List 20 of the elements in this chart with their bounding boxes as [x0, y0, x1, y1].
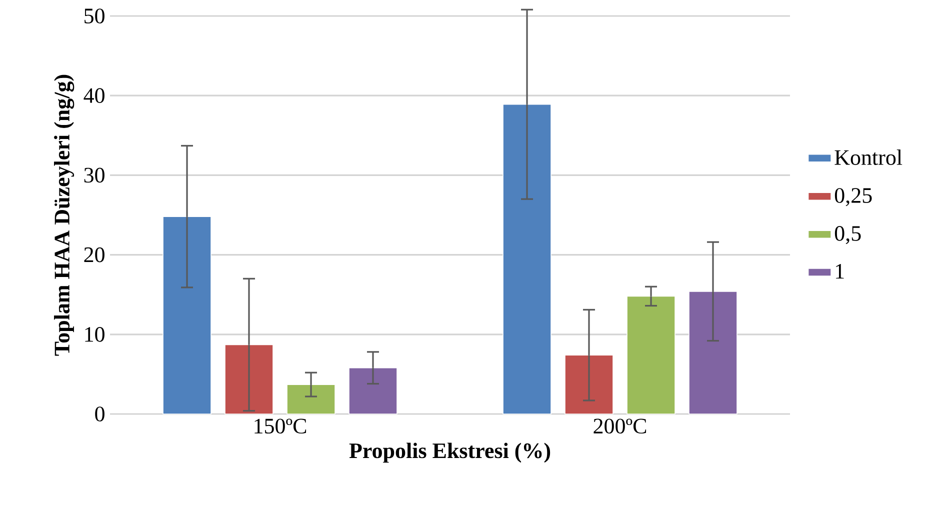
- bar: [502, 104, 552, 414]
- y-tick-label: 10: [85, 326, 104, 342]
- bar: [348, 367, 398, 414]
- y-tick-label: 20: [84, 247, 104, 262]
- y-tick-label: 30: [84, 168, 104, 183]
- x-axis-title: Propolis Ekstresi (%): [349, 442, 550, 463]
- legend-label: 1: [836, 264, 844, 279]
- legend-label: Kontrol: [834, 149, 902, 165]
- y-tick-label: 0: [95, 406, 104, 422]
- y-tick-label: 40: [84, 88, 104, 104]
- legend-label: 0,25: [834, 188, 872, 206]
- y-axis-title: Toplam HAA Düzeyleri (ng/g): [54, 74, 74, 356]
- bar: [286, 384, 336, 414]
- y-tick-label: 50: [84, 8, 104, 24]
- x-tick-label: 150ºC: [254, 418, 306, 434]
- bar: [626, 296, 676, 414]
- bar: [162, 216, 212, 414]
- bar: [688, 291, 738, 414]
- x-tick-label: 200ºC: [594, 418, 646, 434]
- legend-label: 0,5: [834, 226, 861, 244]
